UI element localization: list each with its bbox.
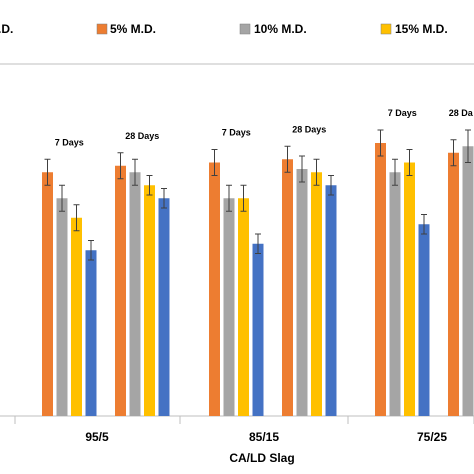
bar-95-5-28d-15md [144,185,155,416]
error-bar [284,145,291,173]
bars-layer [42,143,474,416]
error-bar [44,158,51,186]
error-bar [59,184,65,212]
error-bar [211,149,218,176]
error-bar [240,184,247,212]
bar-85-15-28d-5md [282,159,293,416]
category-ticks: 95/5 85/15 75/25 [14,416,474,444]
error-bar [465,129,471,163]
error-bar [161,188,167,209]
category-label-75-25: 75/25 [417,430,447,444]
bar-75-25-7d-15md [404,162,415,416]
error-bar [450,139,457,167]
bar-75-25-28d-5md [448,152,459,416]
age-label: 7 Days [388,108,417,118]
bar-95-5-7d-10md [56,198,68,416]
bar-95-5-28d-5md [115,165,126,416]
legend-label-10pct: 10% M.D. [254,22,307,36]
bar-85-15-7d-5md [209,162,220,416]
bar-95-5-7d-0md [85,250,97,416]
bar-75-25-7d-10md [389,172,401,416]
legend-label-0pct: .D. [0,22,13,36]
error-bar [377,129,384,157]
legend: .D. 5% M.D. 10% M.D. 15% M.D. [0,22,448,36]
error-bar [88,240,94,261]
bar-85-15-7d-15md [238,198,249,416]
bar-95-5-7d-5md [42,172,53,416]
age-label: 28 Days [125,131,159,141]
bar-75-25-7d-5md [375,143,386,416]
bar-75-25-7d-0md [418,224,430,416]
x-axis-title: CA/LD Slag [229,451,294,465]
bar-95-5-7d-15md [71,217,82,416]
error-bar [299,155,305,183]
bar-85-15-28d-0md [325,185,337,416]
legend-label-15pct: 15% M.D. [395,22,448,36]
category-label-85-15: 85/15 [249,430,279,444]
bar-85-15-7d-0md [252,243,264,416]
age-label: 7 Days [222,128,251,138]
bar-75-25-28d-10md [462,146,474,416]
legend-label-5pct: 5% M.D. [110,22,156,36]
errorbars-layer [44,129,471,261]
bar-85-15-28d-15md [311,172,322,416]
error-bar [146,175,153,196]
error-bar [392,158,398,186]
bar-95-5-28d-0md [158,198,170,416]
age-labels-layer: 7 Days 28 Days 7 Days 28 Days 7 Days 28 Da [55,108,474,147]
error-bar [255,233,261,254]
error-bar [313,158,320,186]
legend-swatch-5pct [96,23,108,35]
error-bar [132,158,138,186]
age-label: 28 Da [449,108,474,118]
legend-swatch-15pct [380,23,392,35]
age-label: 28 Days [292,124,326,134]
bar-85-15-7d-10md [223,198,235,416]
age-label: 7 Days [55,137,84,147]
error-bar [73,204,80,232]
error-bar [421,214,427,235]
category-label-95-5: 95/5 [85,430,109,444]
error-bar [406,149,413,176]
error-bar [117,152,124,180]
bar-85-15-28d-10md [296,169,308,416]
error-bar [328,175,334,196]
legend-swatch-10pct [239,23,251,35]
bar-95-5-28d-10md [129,172,141,416]
error-bar [226,184,232,212]
